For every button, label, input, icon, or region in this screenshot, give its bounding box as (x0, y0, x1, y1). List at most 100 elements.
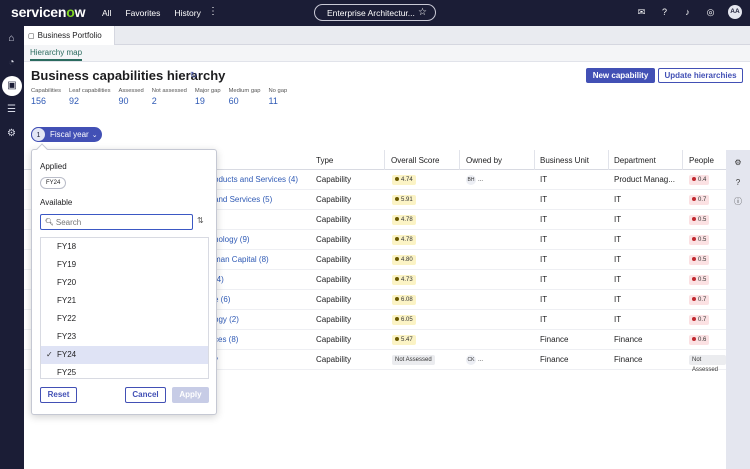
apply-button[interactable]: Apply (172, 387, 209, 403)
chat-icon[interactable]: ✉ (637, 6, 646, 17)
update-hierarchies-button[interactable]: Update hierarchies (658, 68, 743, 83)
settings-icon[interactable]: ⚙ (7, 128, 16, 139)
search-field[interactable]: 🔍︎ (40, 214, 193, 230)
capability-name[interactable]: oducts and Services (4) (214, 175, 299, 184)
option-fy22[interactable]: FY22 (57, 314, 77, 323)
score-badge: 4.74 (392, 175, 416, 185)
list-icon[interactable]: ☰ (7, 104, 16, 115)
nav-more-icon[interactable]: ⋮ (208, 6, 218, 17)
table-row[interactable]: and Services (5) Capability 5.91 IT IT 0… (24, 190, 726, 210)
capability-name[interactable]: (4) (214, 275, 224, 284)
table-row[interactable]: y Capability Not Assessed CK... Finance … (24, 350, 726, 373)
option-fy25[interactable]: FY25 (57, 368, 77, 377)
search-icon: 🔍︎ (45, 219, 54, 226)
score-badge: 5.47 (392, 335, 416, 345)
globe-icon[interactable]: ◎ (706, 6, 715, 17)
stat-capabilities[interactable]: Capabilities 156 (31, 88, 61, 106)
option-fy23[interactable]: FY23 (57, 332, 77, 341)
top-navigation: servicenow All Favorites History ⋮ Enter… (0, 0, 750, 26)
row-department: IT (614, 275, 622, 284)
help-icon[interactable]: ? (735, 178, 741, 187)
table-row[interactable]: nology (9) Capability 4.78 IT IT 0.5 (24, 230, 726, 250)
col-business-unit[interactable]: Business Unit (540, 156, 589, 165)
stat-assessed[interactable]: Assessed 90 (118, 88, 144, 106)
table-row[interactable]: e (6) Capability 6.08 IT IT 0.7 (24, 290, 726, 310)
user-avatar[interactable]: AA (728, 5, 742, 19)
table-row[interactable]: ces (8) Capability 5.47 Finance Finance … (24, 330, 726, 350)
capability-name[interactable]: ces (8) (214, 335, 239, 344)
table-row[interactable]: man Capital (8) Capability 4.80 IT IT 0.… (24, 250, 726, 270)
row-type: Capability (316, 295, 352, 304)
bell-icon[interactable]: ♪ (685, 6, 690, 17)
owner-avatar[interactable]: CK... (466, 355, 484, 365)
tab-hierarchy-map[interactable]: Hierarchy map (30, 48, 83, 61)
table-header: Type Overall Score Owned by Business Uni… (24, 150, 726, 170)
row-department: Finance (614, 335, 643, 344)
home-icon[interactable]: ⌂ (8, 33, 15, 44)
row-department: IT (614, 215, 622, 224)
nav-links: All Favorites History (102, 8, 215, 18)
tab-strip: ▢ Business Portfolio (24, 26, 750, 45)
new-capability-button[interactable]: New capability (586, 68, 655, 83)
stat-not-assessed[interactable]: Not assessed 2 (151, 88, 187, 106)
capability-name[interactable]: e (6) (214, 295, 231, 304)
row-type: Capability (316, 175, 352, 184)
col-people[interactable]: People (689, 156, 714, 165)
capability-name[interactable]: and Services (5) (214, 195, 273, 204)
capability-name[interactable]: nology (9) (214, 235, 250, 244)
stat-leaf-capabilities[interactable]: Leaf capabilities 92 (68, 88, 111, 106)
servicenow-logo[interactable]: servicenow (11, 4, 86, 20)
cancel-button[interactable]: Cancel (125, 387, 166, 403)
option-fy19[interactable]: FY19 (57, 260, 77, 269)
help-icon[interactable]: ? (661, 6, 667, 17)
score-badge: 4.80 (392, 255, 416, 265)
option-fy24[interactable]: ✓ FY24 (41, 346, 208, 364)
stat-major-gap[interactable]: Major gap 19 (194, 88, 221, 106)
applied-chip-fy24[interactable]: FY24 (40, 177, 67, 189)
nav-history[interactable]: History (174, 8, 201, 18)
row-business-unit: IT (540, 295, 548, 304)
score-badge: 5.91 (392, 195, 416, 205)
col-type[interactable]: Type (316, 156, 334, 165)
option-fy18[interactable]: FY18 (57, 242, 77, 251)
info-icon[interactable]: ⓘ (734, 197, 742, 206)
table-row[interactable]: (4) Capability 4.73 IT IT 0.5 (24, 270, 726, 290)
stats-bar: Capabilities 156 Leaf capabilities 92 Asse… (31, 88, 295, 106)
dashboard-icon[interactable]: ◔ (8, 57, 15, 68)
option-fy20[interactable]: FY20 (57, 278, 77, 287)
stat-medium-gap[interactable]: Medium gap 60 (228, 88, 261, 106)
tab-label: Business Portfolio (37, 31, 102, 40)
refresh-icon[interactable]: ↻ (190, 70, 198, 80)
score-badge: 6.08 (392, 295, 416, 305)
stat-no-gap[interactable]: No gap 11 (268, 88, 288, 106)
portfolio-icon[interactable]: ▣ (2, 76, 22, 96)
col-overall-score[interactable]: Overall Score (391, 156, 440, 165)
people-badge: 0.5 (689, 275, 710, 285)
table-row[interactable]: Capability 4.78 IT IT 0.5 (24, 210, 726, 230)
owner-avatar[interactable]: BH... (466, 175, 484, 185)
fiscal-year-popover: Applied FY24 Available 🔍︎ ⇅ FY18 FY19 FY… (31, 143, 217, 415)
table-row[interactable]: oducts and Services (4) Capability 4.74 … (24, 170, 726, 190)
option-fy21[interactable]: FY21 (57, 296, 77, 305)
row-department: Finance (614, 355, 643, 364)
col-owned-by[interactable]: Owned by (466, 156, 503, 165)
gear-icon[interactable]: ⚙ (734, 158, 742, 167)
table-row[interactable]: ogy (2) Capability 6.05 IT IT 0.7 (24, 310, 726, 330)
capability-name[interactable]: man Capital (8) (214, 255, 269, 264)
score-badge: 4.78 (392, 235, 416, 245)
tab-business-portfolio[interactable]: ▢ Business Portfolio (24, 26, 115, 45)
app-scope-chip[interactable]: Enterprise Architectur... ☆ (314, 4, 436, 21)
nav-all[interactable]: All (102, 8, 112, 18)
available-label: Available (40, 198, 73, 207)
nav-favorites[interactable]: Favorites (125, 8, 161, 18)
fiscal-year-filter[interactable]: 1 Fiscal year ⌄ (31, 127, 102, 142)
row-department: IT (614, 235, 622, 244)
search-input[interactable] (55, 217, 176, 227)
star-icon[interactable]: ☆ (418, 7, 427, 18)
people-badge: 0.6 (689, 335, 710, 345)
reset-button[interactable]: Reset (40, 387, 77, 403)
sort-icon[interactable]: ⇅ (197, 216, 204, 225)
people-badge: 0.5 (689, 255, 710, 265)
col-department[interactable]: Department (614, 156, 656, 165)
capability-name[interactable]: ogy (2) (214, 315, 239, 324)
